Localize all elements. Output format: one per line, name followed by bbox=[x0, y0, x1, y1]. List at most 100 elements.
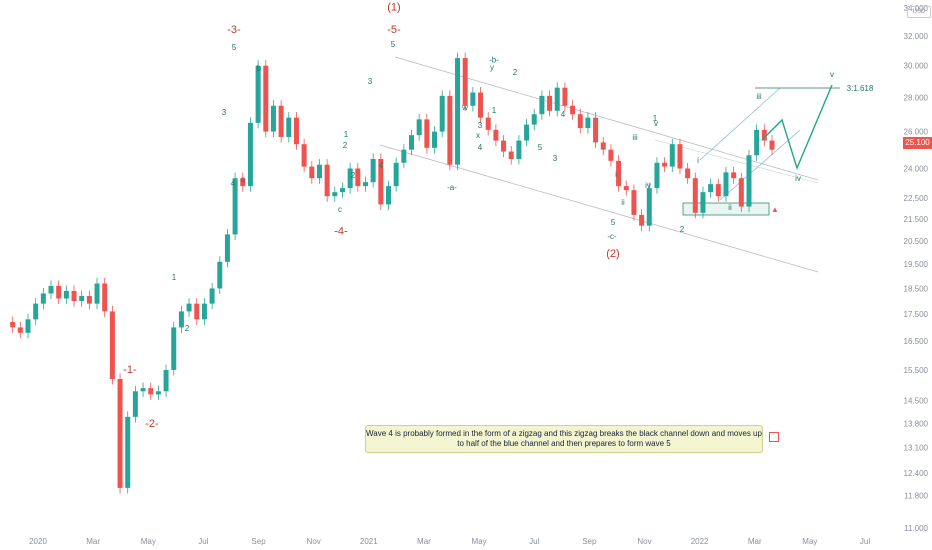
y-tick-label: 16.500 bbox=[904, 337, 929, 346]
annotation-note[interactable]: Wave 4 is probably formed in the form of… bbox=[365, 425, 763, 453]
candle-body bbox=[769, 140, 775, 150]
candle-body bbox=[616, 160, 622, 187]
note-chart-icon[interactable] bbox=[769, 432, 779, 442]
subwave-label: 1 bbox=[492, 106, 497, 115]
y-tick-label: 13.100 bbox=[904, 443, 929, 452]
candle-body bbox=[677, 144, 683, 169]
candle-body bbox=[163, 369, 169, 392]
candle-body bbox=[470, 92, 476, 106]
candle-body bbox=[316, 164, 322, 179]
candle-body bbox=[401, 149, 407, 163]
candle-body bbox=[201, 303, 207, 320]
candle-body bbox=[562, 87, 568, 106]
candle-body bbox=[255, 65, 261, 123]
candle-body bbox=[217, 261, 223, 289]
candle-body bbox=[293, 117, 299, 145]
subwave-label: i bbox=[697, 156, 699, 165]
candle-body bbox=[432, 131, 438, 148]
candle-body bbox=[600, 142, 606, 150]
x-tick-label: May bbox=[802, 537, 817, 546]
lower-channel-line bbox=[379, 144, 819, 273]
x-tick-label: Mar bbox=[748, 537, 762, 546]
candle-body bbox=[347, 168, 353, 189]
candle-body bbox=[86, 295, 92, 304]
candle-body bbox=[125, 416, 131, 488]
candle-body bbox=[286, 117, 292, 137]
candle-body bbox=[700, 192, 706, 213]
y-tick-label: 34.000 bbox=[904, 4, 929, 13]
candle-body bbox=[194, 303, 200, 320]
candle-body bbox=[224, 234, 230, 262]
subwave-label: c bbox=[338, 205, 342, 214]
candle-body bbox=[547, 95, 553, 111]
candle-body bbox=[508, 151, 514, 159]
subwave-label: iii bbox=[756, 92, 762, 101]
y-tick-label: 14.500 bbox=[904, 397, 929, 406]
candle-body bbox=[654, 162, 660, 189]
x-tick-label: Sep bbox=[251, 537, 266, 546]
x-tick-label: Mar bbox=[86, 537, 100, 546]
subwave-label: b bbox=[257, 64, 262, 73]
x-tick-label: Mar bbox=[417, 537, 431, 546]
wave-label: (2) bbox=[606, 248, 619, 260]
candle-body bbox=[585, 117, 591, 129]
subwave-label: 3 bbox=[553, 154, 558, 163]
candle-body bbox=[393, 162, 399, 187]
candle-body bbox=[10, 322, 16, 328]
candle-body bbox=[539, 95, 545, 115]
candle-body bbox=[462, 58, 468, 106]
price-candles bbox=[10, 52, 775, 494]
wave-label: -a- bbox=[447, 183, 457, 192]
candle-body bbox=[608, 149, 614, 161]
y-tick-label: 13.800 bbox=[904, 420, 929, 429]
subwave-label: iv bbox=[645, 181, 651, 190]
y-tick-label: 21.500 bbox=[904, 215, 929, 224]
candle-body bbox=[117, 378, 123, 488]
subwave-label: 1 bbox=[172, 273, 177, 282]
candle-body bbox=[301, 144, 307, 167]
subwave-label: a bbox=[241, 175, 246, 184]
subwave-label: 2 bbox=[513, 68, 518, 77]
y-tick-label: 24.000 bbox=[904, 165, 929, 174]
y-tick-label: 19.500 bbox=[904, 260, 929, 269]
wave-label: -b- bbox=[489, 56, 499, 65]
candle-body bbox=[685, 168, 691, 179]
subwave-label: 5 bbox=[232, 43, 237, 52]
x-tick-label: May bbox=[141, 537, 156, 546]
wave-label: -5- bbox=[387, 24, 401, 36]
wave-label: -c- bbox=[607, 232, 617, 241]
wave-label: (1) bbox=[387, 2, 400, 14]
subwave-label: iii bbox=[632, 133, 638, 142]
subwave-label: 2 bbox=[343, 141, 348, 150]
candle-body bbox=[339, 188, 345, 193]
candle-body bbox=[493, 129, 499, 141]
x-tick-label: 2022 bbox=[691, 537, 709, 546]
y-tick-label: 32.000 bbox=[904, 32, 929, 41]
candle-body bbox=[478, 92, 484, 118]
candle-body bbox=[94, 283, 100, 304]
x-tick-label: 2020 bbox=[29, 537, 47, 546]
x-tick-label: Jul bbox=[529, 537, 539, 546]
y-tick-label: 30.000 bbox=[904, 62, 929, 71]
subwave-label: 4 bbox=[231, 179, 236, 188]
y-tick-label: 26.000 bbox=[904, 128, 929, 137]
subwave-label: x bbox=[476, 131, 480, 140]
y-tick-label: 17.500 bbox=[904, 310, 929, 319]
candle-body bbox=[324, 164, 330, 197]
candle-body bbox=[577, 114, 583, 129]
candle-body bbox=[731, 172, 737, 179]
wave-label: -1- bbox=[123, 364, 137, 376]
candle-body bbox=[593, 117, 599, 143]
candle-body bbox=[570, 105, 576, 115]
candle-body bbox=[715, 184, 721, 197]
y-tick-label: 12.400 bbox=[904, 469, 929, 478]
candle-body bbox=[209, 288, 215, 304]
candle-body bbox=[186, 303, 192, 312]
candle-body bbox=[40, 293, 46, 304]
wave-label: 3:1.618 bbox=[847, 84, 874, 93]
candle-body bbox=[416, 119, 422, 136]
warning-icon: ▲ bbox=[771, 205, 779, 214]
candle-body bbox=[623, 186, 629, 191]
wave-label: 2 bbox=[680, 225, 685, 234]
